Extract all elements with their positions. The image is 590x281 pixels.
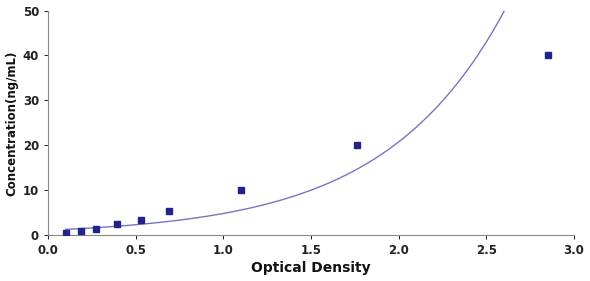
X-axis label: Optical Density: Optical Density [251, 261, 371, 275]
Y-axis label: Concentration(ng/mL): Concentration(ng/mL) [5, 50, 18, 196]
